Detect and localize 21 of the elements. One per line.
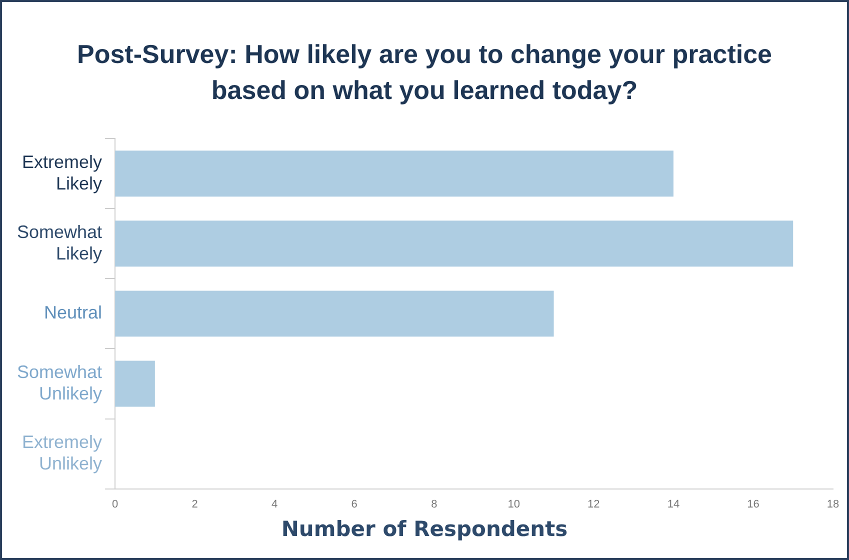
x-tick-label: 16 [747, 498, 760, 510]
x-tick-label: 2 [192, 498, 198, 510]
x-tick-label: 4 [272, 498, 278, 510]
x-tick-label: 18 [826, 498, 840, 510]
chart-title: Post-Survey: How likely are you to change your practice based on what you learned today? [76, 38, 773, 107]
y-tick-label: Neutral [44, 302, 102, 323]
x-axis-title: Number of Respondents [280, 517, 569, 541]
x-tick-label: 12 [588, 498, 600, 510]
bar [115, 360, 155, 407]
y-tick-label: Somewhat Likely [16, 222, 102, 264]
bar [115, 220, 794, 267]
x-tick-label: 14 [667, 498, 680, 510]
x-tick-label: 8 [431, 498, 438, 510]
x-tick-label: 6 [351, 498, 358, 510]
y-tick-label: Somewhat Unlikely [16, 362, 102, 404]
x-tick-label: 10 [508, 498, 520, 510]
y-tick-label: Extremely Unlikely [22, 432, 102, 474]
bar [115, 290, 554, 337]
y-tick-label: Extremely Likely [22, 152, 102, 194]
x-tick-label: 0 [112, 498, 118, 510]
bar [115, 150, 674, 197]
